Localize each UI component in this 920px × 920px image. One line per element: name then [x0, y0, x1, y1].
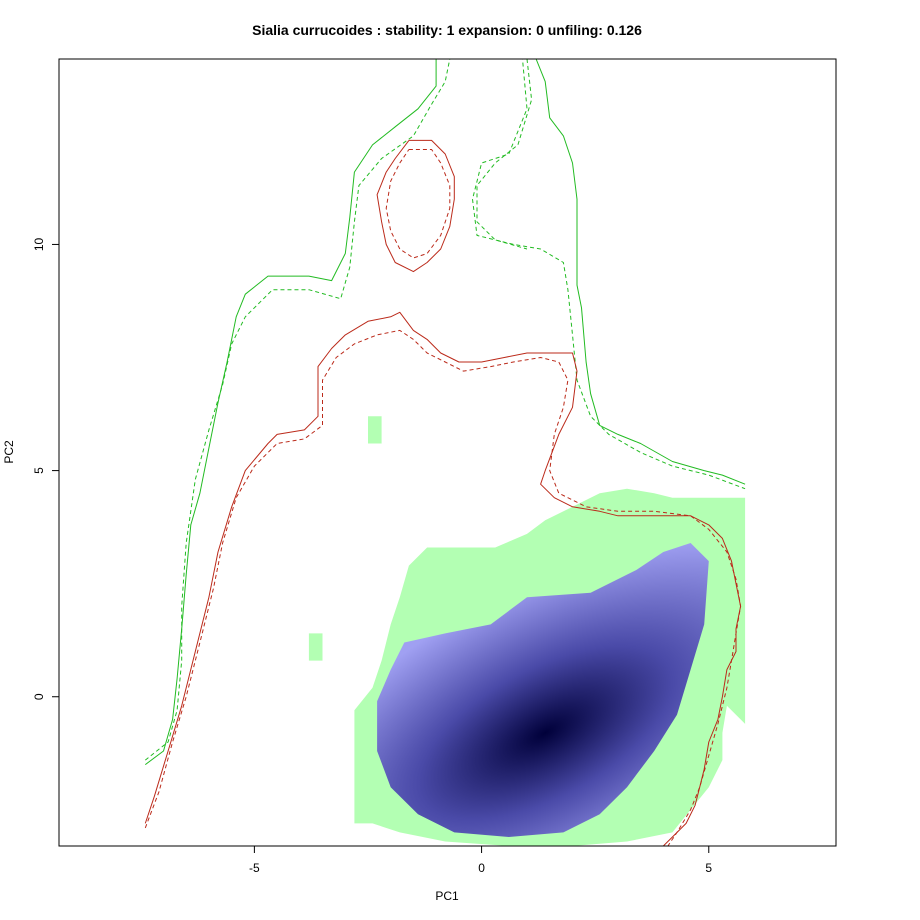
- x-tick-label-1: 0: [478, 861, 485, 875]
- red-contour-solid-7: [144, 311, 742, 846]
- stability-patch-2: [308, 633, 323, 661]
- y-axis: 0 5 10: [32, 237, 60, 700]
- y-axis-label: PC2: [2, 440, 16, 464]
- y-tick-label-2: 10: [32, 237, 46, 251]
- y-tick-label-1: 5: [32, 467, 46, 474]
- red-contour-solid-9: [376, 139, 455, 273]
- red-contour-dashed-10: [385, 149, 451, 259]
- x-axis: -5 0 5: [249, 845, 712, 875]
- green-contour-solid-4: [145, 59, 746, 766]
- plot-series: [144, 59, 746, 846]
- green-contour-dashed-6: [476, 59, 533, 250]
- stability-patch-1: [368, 416, 382, 444]
- y-tick-label-0: 0: [32, 693, 46, 700]
- red-contour-dashed-8: [144, 329, 742, 846]
- x-axis-label: PC1: [435, 889, 459, 903]
- plot-area: [144, 59, 746, 846]
- density-region-3: [377, 543, 709, 837]
- x-tick-label-0: -5: [249, 861, 260, 875]
- x-tick-label-2: 5: [705, 861, 712, 875]
- chart-title: Sialia currucoides : stability: 1 expans…: [252, 22, 642, 38]
